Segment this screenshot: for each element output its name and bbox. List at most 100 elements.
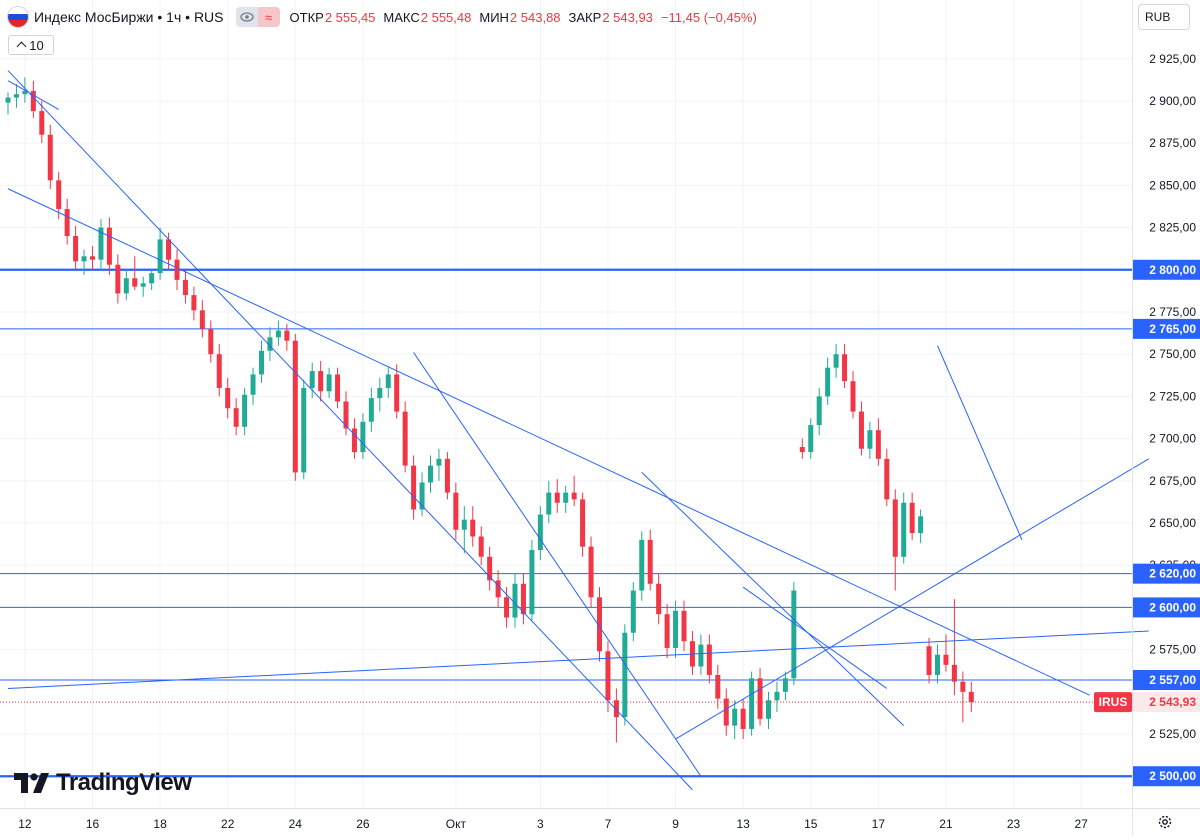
candle-body bbox=[81, 256, 87, 262]
candle-body bbox=[301, 387, 307, 473]
level-label: 2 600,00 bbox=[1149, 600, 1196, 614]
time-axis[interactable]: 12 16 18 22 24 26 Окт 3 7 9 13 15 17 21 23 27 bbox=[0, 808, 1200, 832]
candle-body bbox=[580, 499, 586, 547]
trendline bbox=[7, 70, 693, 791]
candle-body bbox=[732, 708, 738, 726]
candle-body bbox=[968, 691, 974, 702]
currency-label: RUB bbox=[1145, 10, 1171, 24]
candle-body bbox=[385, 374, 391, 388]
candle-body bbox=[444, 458, 450, 493]
price-tick-label: 2 875,00 bbox=[1149, 136, 1196, 150]
last-price-box bbox=[1133, 692, 1200, 713]
candle-body bbox=[360, 421, 366, 453]
candle-body bbox=[225, 387, 231, 409]
candle-body bbox=[284, 330, 290, 341]
candle-body bbox=[926, 646, 932, 675]
level-label-box bbox=[1133, 563, 1200, 584]
candle-body bbox=[149, 273, 155, 284]
time-tick-label: 16 bbox=[86, 817, 100, 831]
candle-body bbox=[867, 430, 873, 449]
trendline bbox=[7, 188, 1090, 696]
candle-body bbox=[351, 428, 357, 453]
candle-body bbox=[157, 239, 163, 274]
price-axis[interactable]: 2 925,00 2 900,00 2 875,00 2 850,00 2 825,00… bbox=[1094, 0, 1200, 835]
trendline bbox=[675, 458, 1150, 740]
level-label-box bbox=[1133, 318, 1200, 339]
level-label-box bbox=[1133, 670, 1200, 691]
indicator-count: 10 bbox=[29, 37, 44, 53]
time-tick-label: 26 bbox=[356, 817, 370, 831]
candle-body bbox=[799, 447, 805, 453]
candle-body bbox=[850, 381, 856, 412]
candle-body bbox=[22, 90, 28, 95]
price-tick-label: 2 825,00 bbox=[1149, 221, 1196, 235]
candle-body bbox=[630, 590, 636, 633]
candle-body bbox=[411, 465, 417, 510]
eye-icon[interactable] bbox=[235, 7, 258, 27]
candle-body bbox=[673, 610, 679, 648]
tradingview-logo[interactable]: TradingView bbox=[14, 768, 192, 798]
candle-body bbox=[791, 590, 797, 679]
candle-body bbox=[326, 374, 332, 392]
level-label: 2 765,00 bbox=[1149, 322, 1196, 336]
price-tick-label: 2 650,00 bbox=[1149, 516, 1196, 530]
wave-icon[interactable]: ≈ bbox=[257, 7, 280, 27]
candle-body bbox=[309, 371, 315, 388]
indicators-toggle-button[interactable]: 10 bbox=[8, 35, 54, 55]
candle-body bbox=[275, 330, 281, 338]
candle-body bbox=[191, 295, 197, 311]
settings-gear-icon[interactable] bbox=[1156, 813, 1174, 831]
candle-body bbox=[537, 514, 543, 551]
level-label-box bbox=[1133, 597, 1200, 618]
candle-body bbox=[647, 539, 653, 584]
candle-body bbox=[30, 90, 36, 112]
candle-body bbox=[115, 264, 121, 294]
candle-body bbox=[394, 374, 400, 412]
trendline bbox=[742, 586, 888, 689]
candle-body bbox=[681, 610, 687, 642]
visibility-toggle[interactable]: ≈ bbox=[235, 7, 280, 27]
candle-body bbox=[766, 700, 771, 719]
candle-body bbox=[478, 536, 484, 557]
time-tick-label: 18 bbox=[153, 817, 167, 831]
level-label: 2 500,00 bbox=[1149, 769, 1196, 783]
candle-body bbox=[140, 283, 146, 287]
candle-body bbox=[825, 367, 831, 397]
candle-body bbox=[242, 394, 248, 427]
candle-body bbox=[749, 678, 755, 729]
candle-body bbox=[123, 278, 129, 294]
time-tick-label: Окт bbox=[446, 817, 467, 831]
candle-body bbox=[622, 632, 628, 718]
chevron-up-icon bbox=[16, 41, 27, 52]
currency-selector[interactable]: RUB bbox=[1138, 4, 1190, 30]
candle-body bbox=[470, 519, 476, 537]
candle-body bbox=[216, 354, 222, 388]
price-tick-label: 2 775,00 bbox=[1149, 305, 1196, 319]
trendline bbox=[413, 352, 702, 777]
candle-body bbox=[90, 256, 95, 260]
candle-body bbox=[943, 654, 949, 665]
russia-flag-icon bbox=[8, 7, 28, 27]
candle-body bbox=[740, 708, 746, 729]
symbol-title[interactable]: Индекс МосБиржи • 1ч • RUS bbox=[34, 9, 224, 25]
price-change: −11,45 (−0,45%) bbox=[660, 9, 757, 25]
time-tick-label: 3 bbox=[537, 817, 544, 831]
candle-body bbox=[419, 482, 425, 510]
level-label: 2 557,00 bbox=[1149, 673, 1196, 687]
candle-body bbox=[639, 539, 645, 591]
trendline bbox=[7, 630, 1149, 689]
candle-body bbox=[698, 644, 704, 667]
candle-body bbox=[571, 492, 577, 500]
candle-body bbox=[73, 236, 79, 262]
candle-body bbox=[318, 371, 324, 392]
trendline bbox=[641, 472, 905, 726]
candle-body bbox=[56, 180, 62, 210]
close-label: ЗАКР bbox=[568, 9, 602, 25]
candle-body bbox=[842, 354, 848, 382]
candle-body bbox=[597, 597, 602, 652]
open-label: ОТКР bbox=[289, 9, 324, 25]
candle-body bbox=[918, 516, 924, 534]
candle-body bbox=[13, 94, 19, 98]
